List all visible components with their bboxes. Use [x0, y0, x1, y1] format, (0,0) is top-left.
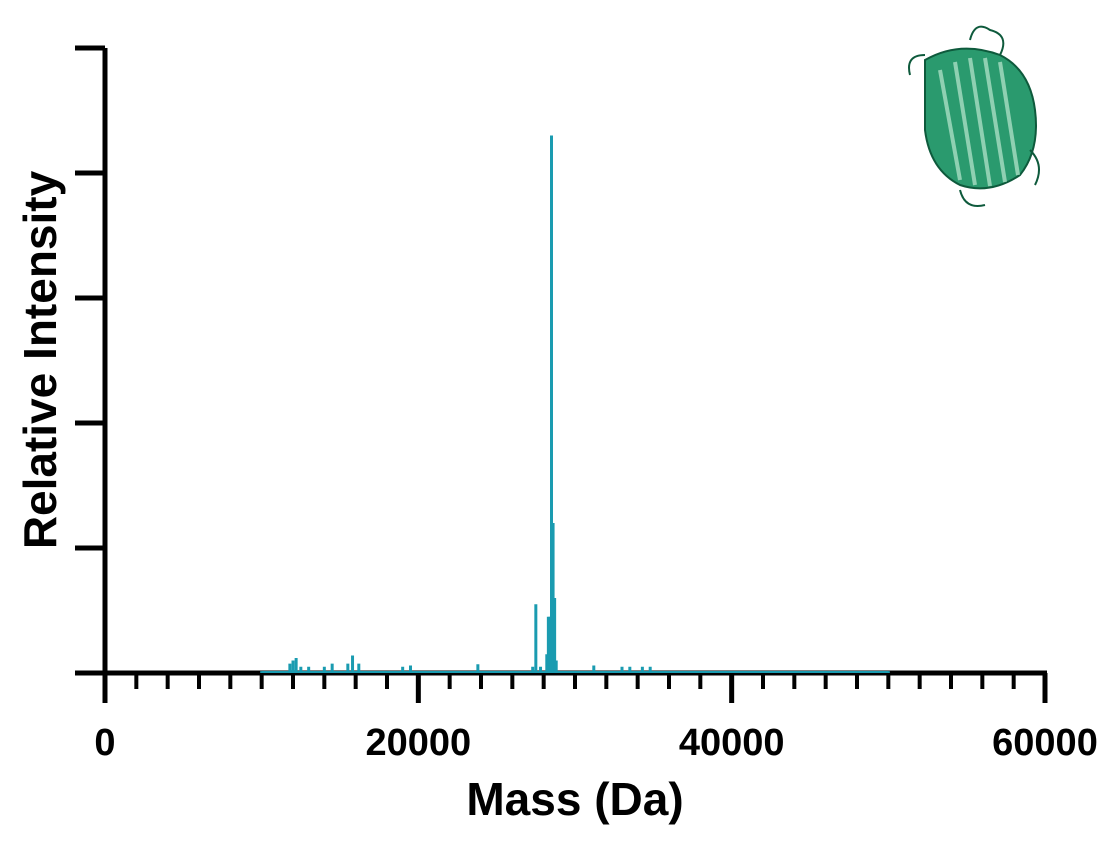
y-axis-label: Relative Intensity	[14, 170, 66, 549]
x-tick-label: 0	[94, 722, 115, 764]
x-tick-label: 20000	[365, 722, 471, 764]
x-tick-label: 60000	[992, 722, 1098, 764]
x-axis-label: Mass (Da)	[466, 773, 683, 825]
x-tick-label: 40000	[679, 722, 785, 764]
protein-illustration	[908, 25, 1040, 207]
